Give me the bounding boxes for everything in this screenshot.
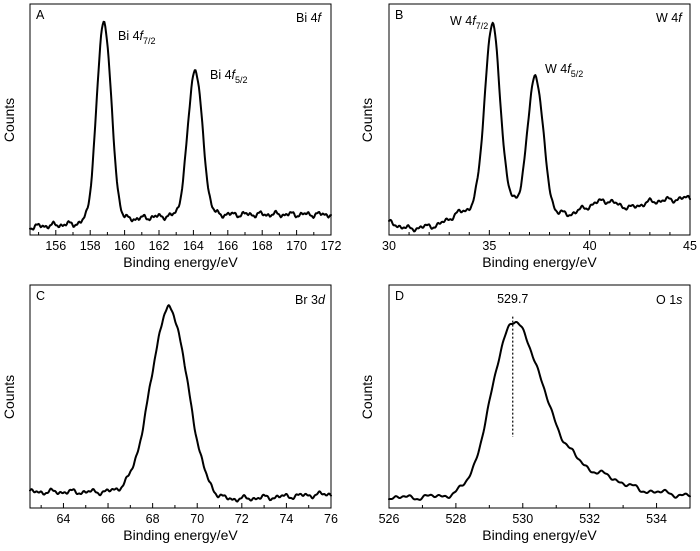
x-tick-label-a: 162: [149, 239, 170, 253]
x-tick-label-d: 526: [379, 512, 400, 526]
y-axis-label-b: Counts: [359, 98, 375, 142]
x-tick-label-a: 168: [252, 239, 273, 253]
x-tick-label-d: 534: [646, 512, 667, 526]
x-tick-label-a: 170: [286, 239, 307, 253]
panel-letter-a: A: [36, 8, 45, 22]
peak-label-b-1: W 4f7/2: [450, 14, 488, 31]
panel-title-d: O 1s: [656, 293, 682, 307]
x-tick-label-a: 160: [114, 239, 135, 253]
x-axis-label-b: Binding energy/eV: [482, 254, 597, 270]
x-tick-label-a: 158: [80, 239, 101, 253]
x-tick-label-c: 68: [146, 512, 160, 526]
spectrum-line-a: [29, 20, 332, 231]
x-tick-label-c: 72: [235, 512, 249, 526]
x-tick-label-b: 40: [583, 239, 597, 253]
spectrum-line-d: [388, 320, 691, 501]
peak-marker-label: 529.7: [497, 292, 528, 306]
x-axis-label-d: Binding energy/eV: [482, 527, 597, 543]
y-axis-label-a: Counts: [1, 98, 17, 142]
x-tick-label-a: 172: [321, 239, 342, 253]
x-tick-label-c: 66: [101, 512, 115, 526]
x-tick-label-b: 45: [683, 239, 697, 253]
panel-b: 30 35 40 45 Binding energy/eV Counts B W 4f W 4f…: [359, 3, 697, 270]
x-axis-label-a: Binding energy/eV: [123, 254, 238, 270]
plot-frame-c: [29, 284, 332, 509]
x-tick-label-a: 164: [183, 239, 204, 253]
panel-title-c: Br 3d: [295, 293, 326, 307]
panel-letter-b: B: [395, 8, 403, 22]
panel-title-a: Bi 4f: [296, 11, 323, 25]
x-tick-label-b: 35: [482, 239, 496, 253]
x-tick-label-b: 30: [382, 239, 396, 253]
x-tick-label-a: 156: [45, 239, 66, 253]
x-tick-label-c: 64: [56, 512, 70, 526]
panel-c: 64 66 68 70 72 74 76 Binding energy/eV Counts C Br…: [1, 284, 338, 543]
x-tick-label-c: 76: [324, 512, 338, 526]
x-tick-label-d: 528: [445, 512, 466, 526]
plot-frame-b: [388, 3, 691, 236]
spectrum-line-c: [29, 304, 332, 503]
panel-title-b: W 4f: [656, 11, 683, 25]
plot-frame-d: [388, 284, 691, 509]
peak-label-b-2: W 4f5/2: [545, 62, 583, 79]
x-tick-label-c: 70: [190, 512, 204, 526]
y-axis-label-d: Counts: [359, 375, 375, 419]
x-tick-label-d: 532: [579, 512, 600, 526]
spectrum-line-b: [388, 21, 691, 233]
panel-d: 526 528 530 532 534 Binding energy/eV Counts D O…: [359, 284, 691, 543]
x-tick-label-c: 74: [279, 512, 293, 526]
plot-frame-a: [29, 3, 332, 236]
panel-a: 156 158 160 162 164 166 168 170 172 Binding energ…: [1, 3, 342, 270]
peak-label-a-1: Bi 4f7/2: [118, 29, 156, 46]
x-tick-label-a: 166: [217, 239, 238, 253]
panel-letter-c: C: [36, 289, 45, 303]
peak-label-a-2: Bi 4f5/2: [210, 68, 248, 85]
x-axis-label-c: Binding energy/eV: [123, 527, 238, 543]
y-axis-label-c: Counts: [1, 375, 17, 419]
x-tick-label-d: 530: [512, 512, 533, 526]
panel-letter-d: D: [395, 289, 404, 303]
